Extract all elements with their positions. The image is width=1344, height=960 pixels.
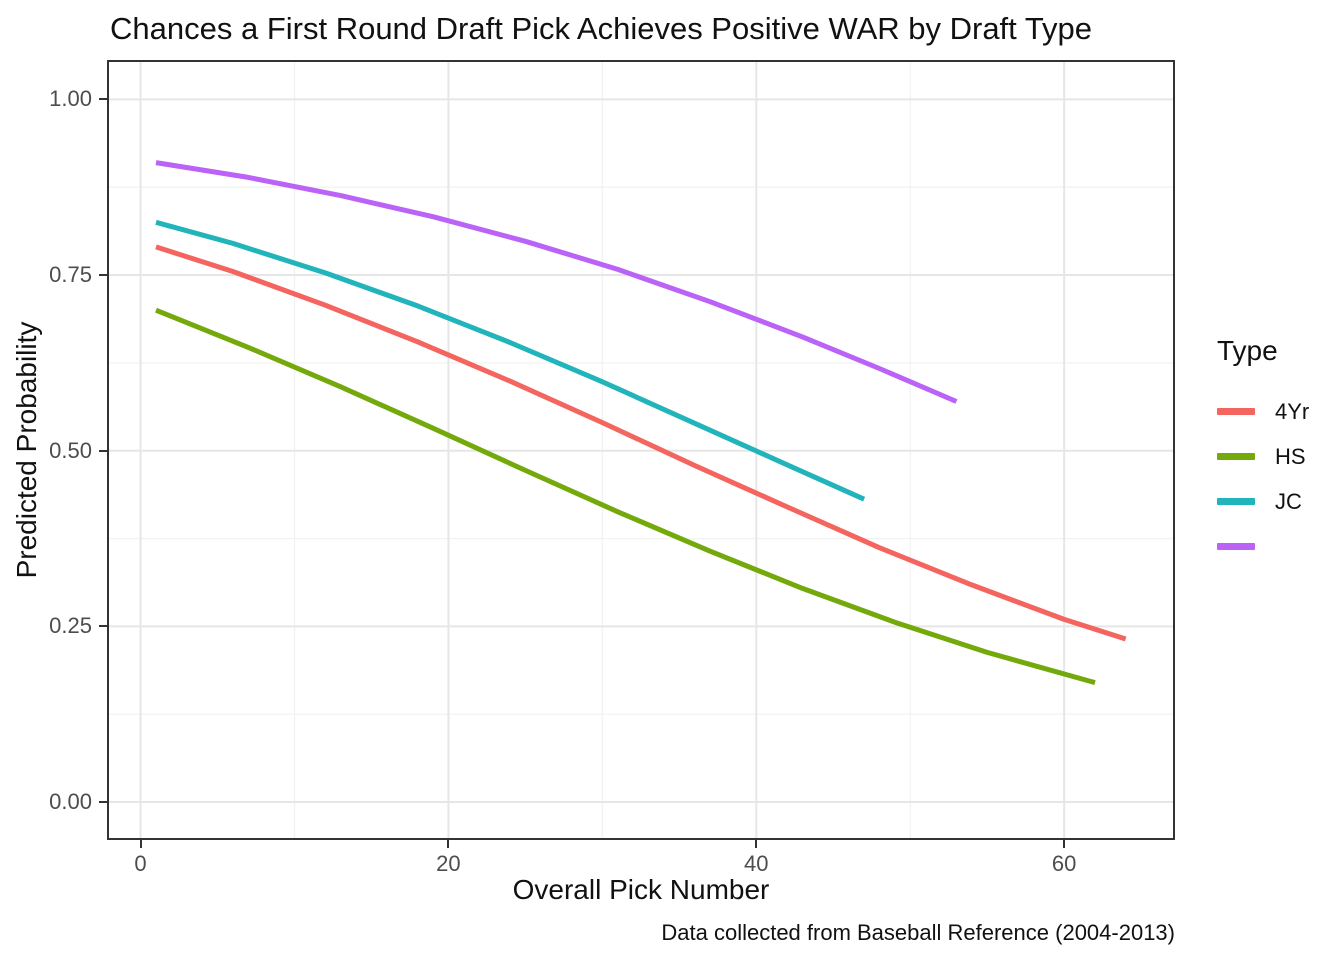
series-line-4yr: [155, 244, 1127, 642]
legend-label: 4Yr: [1275, 398, 1310, 424]
x-tick-mark-20: [447, 840, 450, 848]
y-tick-label-1.00: 1.00: [49, 86, 92, 112]
plot-panel: [107, 60, 1175, 840]
legend-item-4yr: 4Yr: [1217, 389, 1309, 434]
legend-key-swatch: [1217, 453, 1255, 460]
y-tick-label-0.25: 0.25: [49, 613, 92, 639]
legend-item-unlabeled: [1217, 524, 1309, 569]
caption: Data collected from Baseball Reference (…: [661, 920, 1175, 945]
legend-title: Type: [1217, 335, 1278, 366]
y-tick-mark-0.25: [99, 625, 107, 628]
legend-item-jc: JC: [1217, 479, 1309, 524]
legend-label: HS: [1275, 443, 1306, 469]
legend-label: JC: [1275, 488, 1302, 514]
y-tick-label-0.50: 0.50: [49, 437, 92, 463]
legend-key-swatch: [1217, 498, 1255, 505]
y-tick-mark-0.50: [99, 449, 107, 452]
x-tick-label-60: 60: [1051, 851, 1077, 876]
legend: Type 4Yr HS JC: [1217, 335, 1309, 569]
y-tick-mark-0.00: [99, 801, 107, 804]
y-tick-label-0.00: 0.00: [49, 789, 92, 815]
x-tick-label-0: 0: [134, 851, 147, 876]
legend-item-hs: HS: [1217, 434, 1309, 479]
x-tick-label-20: 20: [436, 851, 461, 876]
y-tick-mark-0.75: [99, 274, 107, 277]
y-tick-mark-1.00: [99, 98, 107, 101]
legend-items: 4Yr HS JC: [1217, 389, 1309, 569]
panel-border: [107, 60, 1175, 840]
legend-key-swatch: [1217, 543, 1255, 550]
series-line-jc: [155, 219, 866, 502]
series-line-series4: [155, 160, 958, 404]
x-tick-mark-60: [1063, 840, 1066, 848]
plot-title: Chances a First Round Draft Pick Achieve…: [110, 11, 1093, 46]
legend-key-swatch: [1217, 408, 1255, 415]
x-axis-title: Overall Pick Number: [512, 874, 770, 905]
y-tick-label-0.75: 0.75: [49, 262, 92, 288]
x-tick-mark-40: [755, 840, 758, 848]
x-tick-label-40: 40: [744, 851, 769, 876]
series-line-hs: [155, 307, 1096, 686]
x-tick-mark-0: [139, 840, 142, 848]
